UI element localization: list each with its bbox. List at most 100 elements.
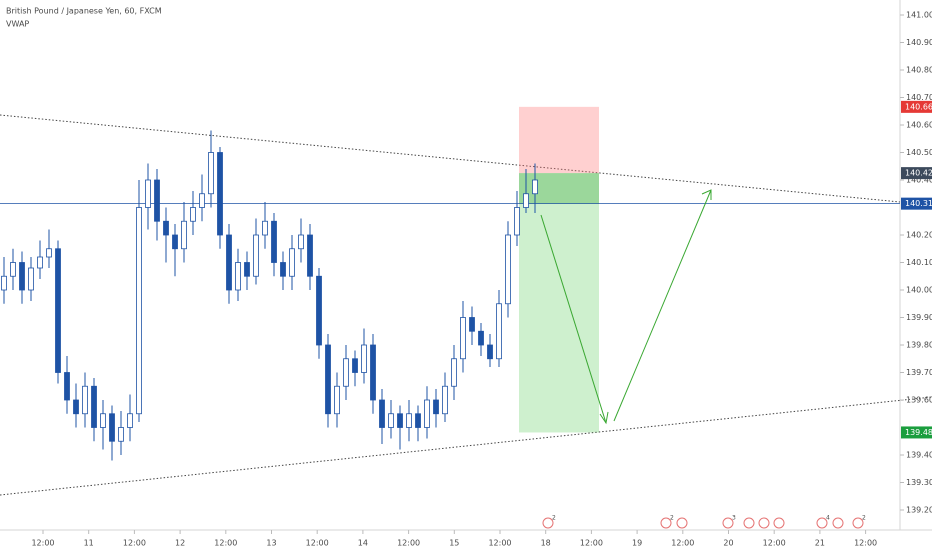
candle-body (370, 344, 376, 401)
candle-body (163, 220, 169, 236)
candle-body (199, 193, 205, 208)
candle-body (424, 399, 430, 428)
candle-body (262, 220, 268, 236)
candle-body (244, 262, 250, 277)
candle-body (460, 317, 466, 360)
x-tick-label: 12:00 (214, 539, 237, 548)
candle-body (343, 358, 349, 387)
candle-body (1, 275, 7, 291)
candle-body (334, 385, 340, 415)
x-tick-label: 13 (266, 539, 276, 548)
y-tick-label: 139.800 (906, 341, 932, 350)
candle-body (379, 399, 385, 428)
x-tick-label: 11 (84, 539, 94, 548)
price-badge-label: 139.482 (905, 428, 932, 437)
x-tick-label: 12:00 (123, 539, 146, 548)
price-badge-label: 140.314 (905, 199, 932, 208)
candle-body (496, 303, 502, 360)
candle-body (316, 275, 322, 346)
y-tick-label: 140.000 (906, 286, 932, 295)
upper-trendline (0, 114, 901, 203)
arrow-down (540, 214, 607, 424)
event-icon (852, 517, 864, 529)
x-tick-label: 12:00 (854, 539, 877, 548)
lower-trendline (0, 396, 932, 496)
x-tick-label: 18 (541, 539, 551, 548)
y-tick-label: 140.800 (906, 66, 932, 75)
candle-body (487, 344, 493, 360)
candle-body (136, 207, 142, 415)
x-tick-label: 21 (815, 539, 825, 548)
candle-body (361, 344, 367, 373)
x-tick-label: 12:00 (397, 539, 420, 548)
x-tick-label: 12:00 (31, 539, 54, 548)
candle-body (433, 399, 439, 415)
candle-body (208, 152, 214, 195)
candle-body (388, 413, 394, 428)
price-badge-label: 140.666 (905, 102, 932, 111)
event-icon (676, 517, 688, 529)
candle-body (442, 385, 448, 415)
candle-body (73, 399, 79, 415)
candle-body (100, 413, 106, 428)
candle-body (235, 262, 241, 291)
candle-body (181, 220, 187, 250)
candle-body (28, 267, 34, 291)
x-tick-label: 12:00 (671, 539, 694, 548)
candle-body (478, 330, 484, 346)
price-badge (901, 167, 932, 180)
arrow-up (613, 189, 712, 422)
y-tick-label: 139.900 (906, 313, 932, 322)
price-badge (901, 426, 932, 439)
x-tick-label: 15 (449, 539, 459, 548)
event-icon (722, 517, 734, 529)
candle-body (64, 372, 70, 401)
candle-body (271, 220, 277, 263)
x-tick-label: 12:00 (763, 539, 786, 548)
candle-body (217, 152, 223, 236)
candle-body (46, 248, 52, 258)
y-tick-label: 140.600 (906, 121, 932, 130)
candle-body (145, 179, 151, 208)
y-tick-label: 140.400 (906, 176, 932, 185)
candle-body (397, 413, 403, 428)
x-tick-label: 19 (632, 539, 642, 548)
x-tick-label: 12:00 (580, 539, 603, 548)
arrow-head (701, 189, 712, 200)
event-count: 2 (670, 515, 674, 522)
event-icon (758, 517, 770, 529)
candle-body (226, 234, 232, 291)
y-tick-label: 140.700 (906, 93, 932, 102)
x-tick-label: 12:00 (488, 539, 511, 548)
candle-body (532, 179, 538, 195)
symbol-title: British Pound / Japanese Yen, 60, FXCM (6, 7, 162, 16)
x-tick-label: 12 (175, 539, 185, 548)
candle-body (289, 248, 295, 277)
candle-body (37, 256, 43, 269)
y-tick-label: 139.400 (906, 451, 932, 460)
candle-body (352, 358, 358, 373)
candle-body (154, 179, 160, 222)
price-badge (901, 197, 932, 210)
candle-body (415, 413, 421, 428)
candle-body (280, 262, 286, 277)
event-count: 4 (826, 515, 830, 522)
y-tick-label: 140.200 (906, 231, 932, 240)
y-tick-label: 140.900 (906, 38, 932, 47)
event-icon (832, 517, 844, 529)
candle-body (523, 193, 529, 208)
x-tick-label: 12:00 (306, 539, 329, 548)
event-count: 3 (732, 515, 736, 522)
event-count: 2 (862, 515, 866, 522)
event-icon (542, 517, 554, 529)
candle-body (118, 427, 124, 442)
event-icon (816, 517, 828, 529)
stop-zone (519, 106, 599, 174)
candle-body (469, 317, 475, 332)
candle-body (109, 413, 115, 442)
y-tick-label: 140.100 (906, 258, 932, 267)
target-zone (519, 173, 599, 433)
candle-body (82, 385, 88, 415)
